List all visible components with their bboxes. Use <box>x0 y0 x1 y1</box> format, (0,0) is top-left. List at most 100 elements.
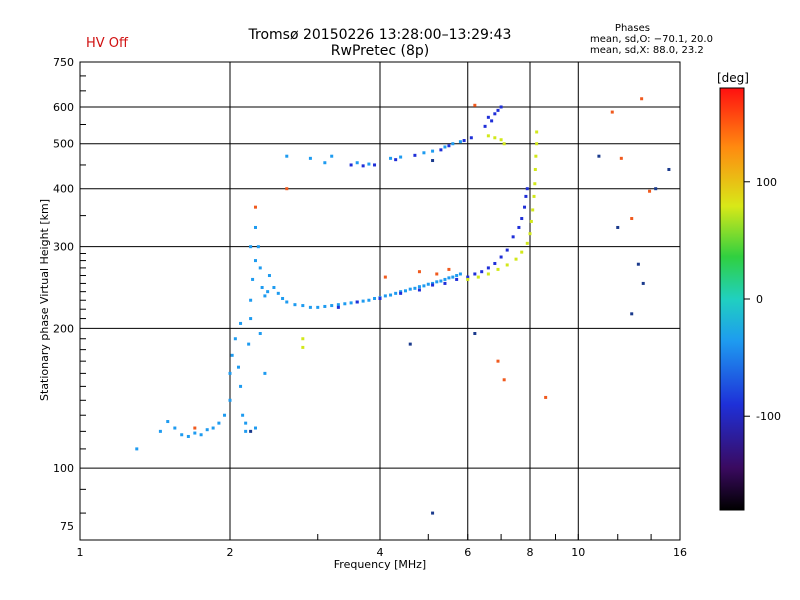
data-point <box>193 432 196 435</box>
data-point <box>362 164 365 167</box>
data-point <box>180 433 183 436</box>
y-tick-label: 100 <box>53 462 74 475</box>
data-point <box>389 157 392 160</box>
data-point <box>473 104 476 107</box>
data-point <box>166 420 169 423</box>
data-point <box>409 288 412 291</box>
x-tick-label: 16 <box>673 546 687 559</box>
data-point <box>667 168 670 171</box>
x-tick-label: 10 <box>571 546 585 559</box>
data-point <box>490 119 493 122</box>
data-point <box>409 343 412 346</box>
data-point <box>443 145 446 148</box>
data-point <box>249 299 252 302</box>
data-point <box>477 276 480 279</box>
data-point <box>350 163 353 166</box>
data-point <box>473 272 476 275</box>
data-point <box>272 286 275 289</box>
data-point <box>337 306 340 309</box>
data-point <box>259 266 262 269</box>
data-point <box>451 276 454 279</box>
data-point <box>418 288 421 291</box>
data-point <box>496 268 499 271</box>
data-point <box>263 372 266 375</box>
data-point <box>530 220 533 223</box>
data-point <box>237 366 240 369</box>
data-point <box>193 427 196 430</box>
data-point <box>480 270 483 273</box>
data-point <box>512 235 515 238</box>
data-point <box>515 258 518 261</box>
data-point <box>455 278 458 281</box>
data-point <box>630 217 633 220</box>
data-point <box>470 136 473 139</box>
data-point <box>330 304 333 307</box>
y-axis-label: Stationary phase Virtual Height [km] <box>38 199 51 401</box>
data-point <box>630 312 633 315</box>
colorbar-tick-label: 100 <box>756 176 777 189</box>
data-point <box>648 190 651 193</box>
data-point <box>234 337 237 340</box>
data-point <box>431 159 434 162</box>
data-point <box>249 317 252 320</box>
data-point <box>362 300 365 303</box>
data-point <box>384 276 387 279</box>
data-point <box>231 354 234 357</box>
chart-svg: 1 2 4 6 8 10 1675100200300400500600750 Frequen… <box>0 0 800 600</box>
data-point <box>439 148 442 151</box>
data-point <box>487 116 490 119</box>
y-tick-label: 750 <box>53 56 74 69</box>
data-point <box>285 187 288 190</box>
data-point <box>484 125 487 128</box>
data-point <box>379 297 382 300</box>
x-tick-label: 1 <box>77 546 84 559</box>
data-point <box>413 287 416 290</box>
data-point <box>447 276 450 279</box>
data-point <box>455 274 458 277</box>
data-point <box>533 195 536 198</box>
x-tick-label: 6 <box>464 546 471 559</box>
data-point <box>616 226 619 229</box>
data-point <box>642 282 645 285</box>
data-point <box>135 447 138 450</box>
data-point <box>534 168 537 171</box>
data-point <box>251 278 254 281</box>
data-point <box>301 346 304 349</box>
data-point <box>496 360 499 363</box>
data-point <box>399 156 402 159</box>
data-point <box>496 109 499 112</box>
data-point <box>487 134 490 137</box>
data-point <box>431 150 434 153</box>
data-point <box>389 294 392 297</box>
data-point <box>435 272 438 275</box>
data-point <box>544 396 547 399</box>
data-point <box>254 259 257 262</box>
data-point <box>422 284 425 287</box>
data-point <box>394 292 397 295</box>
data-point <box>301 337 304 340</box>
data-point <box>356 300 359 303</box>
data-point <box>367 299 370 302</box>
data-point <box>239 322 242 325</box>
data-point <box>285 155 288 158</box>
data-point <box>301 304 304 307</box>
data-point <box>640 97 643 100</box>
data-point <box>316 306 319 309</box>
data-point <box>500 256 503 259</box>
data-point <box>531 208 534 211</box>
data-point <box>597 155 600 158</box>
data-point <box>223 414 226 417</box>
data-point <box>443 282 446 285</box>
data-point <box>435 280 438 283</box>
data-point <box>535 130 538 133</box>
data-point <box>447 268 450 271</box>
data-point <box>373 163 376 166</box>
data-point <box>261 286 264 289</box>
data-point <box>611 111 614 114</box>
data-point <box>263 294 266 297</box>
data-point <box>244 430 247 433</box>
data-point <box>254 427 257 430</box>
y-tick-label: 500 <box>53 138 74 151</box>
data-point <box>520 251 523 254</box>
colorbar-tick-label: 0 <box>756 293 763 306</box>
